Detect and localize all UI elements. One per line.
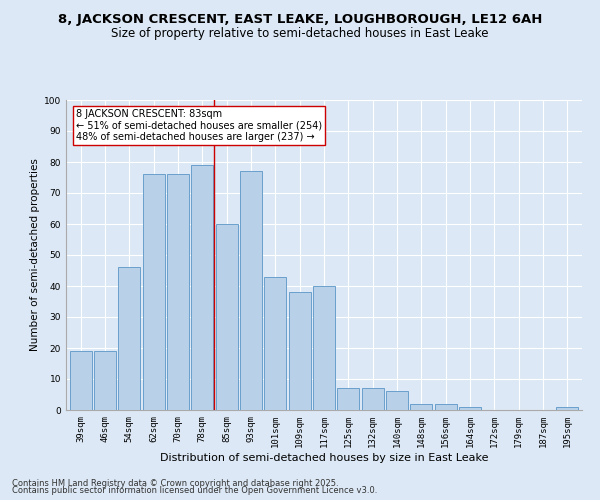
Y-axis label: Number of semi-detached properties: Number of semi-detached properties — [30, 158, 40, 352]
Bar — [337, 388, 359, 410]
Bar — [265, 276, 286, 410]
Bar — [143, 174, 164, 410]
Bar — [556, 407, 578, 410]
Bar — [94, 351, 116, 410]
Bar — [410, 404, 433, 410]
Bar — [289, 292, 311, 410]
Text: Size of property relative to semi-detached houses in East Leake: Size of property relative to semi-detach… — [111, 28, 489, 40]
Bar — [362, 388, 383, 410]
Text: 8 JACKSON CRESCENT: 83sqm
← 51% of semi-detached houses are smaller (254)
48% of: 8 JACKSON CRESCENT: 83sqm ← 51% of semi-… — [76, 110, 322, 142]
Bar — [240, 172, 262, 410]
Bar — [191, 165, 213, 410]
Bar — [215, 224, 238, 410]
X-axis label: Distribution of semi-detached houses by size in East Leake: Distribution of semi-detached houses by … — [160, 452, 488, 462]
Text: 8, JACKSON CRESCENT, EAST LEAKE, LOUGHBOROUGH, LE12 6AH: 8, JACKSON CRESCENT, EAST LEAKE, LOUGHBO… — [58, 12, 542, 26]
Text: Contains HM Land Registry data © Crown copyright and database right 2025.: Contains HM Land Registry data © Crown c… — [12, 478, 338, 488]
Bar — [386, 392, 408, 410]
Bar — [70, 351, 92, 410]
Bar — [118, 268, 140, 410]
Bar — [459, 407, 481, 410]
Bar — [313, 286, 335, 410]
Bar — [435, 404, 457, 410]
Bar — [167, 174, 189, 410]
Text: Contains public sector information licensed under the Open Government Licence v3: Contains public sector information licen… — [12, 486, 377, 495]
